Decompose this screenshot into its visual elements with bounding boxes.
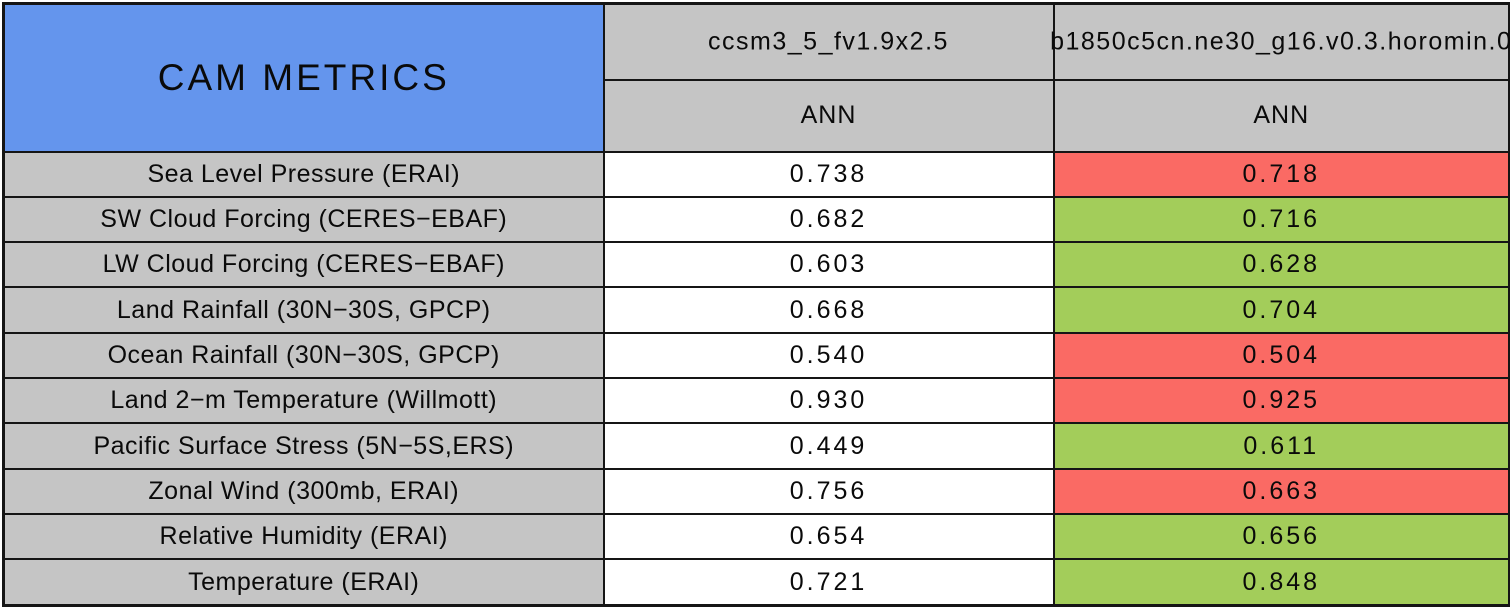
season-header-row: ANN ANN [4, 78, 1510, 153]
metric-value-control: 0.603 [602, 241, 1055, 289]
season-label-test: ANN [1052, 78, 1510, 153]
metric-label: Land 2−m Temperature (Willmott) [2, 377, 605, 425]
metric-label: Relative Humidity (ERAI) [2, 512, 605, 561]
metric-value-test: 0.704 [1052, 286, 1510, 334]
table-row: SW Cloud Forcing (CERES−EBAF) 0.682 0.71… [2, 195, 1510, 244]
metric-value-test: 0.663 [1052, 467, 1510, 516]
metric-value-control: 0.682 [602, 195, 1055, 244]
metric-value-control: 0.930 [602, 377, 1055, 425]
metric-value-test: 0.848 [1052, 558, 1510, 607]
table-row: Ocean Rainfall (30N−30S, GPCP) 0.540 0.5… [2, 331, 1510, 380]
model-column-header-control: ccsm3_5_fv1.9x2.5 [602, 2, 1055, 81]
metric-label: Temperature (ERAI) [2, 558, 605, 607]
table-row: LW Cloud Forcing (CERES−EBAF) 0.603 0.62… [2, 241, 1510, 289]
metric-label: Land Rainfall (30N−30S, GPCP) [2, 286, 605, 334]
table-row: Sea Level Pressure (ERAI) 0.738 0.718 [2, 150, 1510, 198]
metric-value-control: 0.540 [602, 331, 1055, 380]
table-row: Temperature (ERAI) 0.721 0.848 [2, 558, 1510, 607]
metric-value-control: 0.668 [602, 286, 1055, 334]
table-row: Relative Humidity (ERAI) 0.654 0.656 [2, 512, 1510, 561]
metric-label: Pacific Surface Stress (5N−5S,ERS) [2, 422, 605, 470]
metric-value-control: 0.738 [602, 150, 1055, 198]
metric-label: Ocean Rainfall (30N−30S, GPCP) [2, 331, 605, 380]
metric-value-test: 0.611 [1052, 422, 1510, 470]
metric-label: Zonal Wind (300mb, ERAI) [2, 467, 605, 516]
model-name-test: b1850c5cn.ne30_g16.v0.3.horomin.0 [1050, 27, 1510, 56]
metric-value-test: 0.504 [1052, 331, 1510, 380]
metric-value-test: 0.656 [1052, 512, 1510, 561]
metric-value-test: 0.716 [1052, 195, 1510, 244]
metric-value-control: 0.721 [602, 558, 1055, 607]
table-row: Pacific Surface Stress (5N−5S,ERS) 0.449… [2, 422, 1510, 470]
model-column-header-test: b1850c5cn.ne30_g16.v0.3.horomin.0 [1050, 2, 1510, 81]
table-row: Land Rainfall (30N−30S, GPCP) 0.668 0.70… [2, 286, 1510, 334]
metric-value-control: 0.654 [602, 512, 1055, 561]
season-label-control: ANN [602, 78, 1055, 153]
metric-value-control: 0.756 [602, 467, 1055, 516]
table-row: Land 2−m Temperature (Willmott) 0.930 0.… [2, 377, 1510, 425]
metric-label: Sea Level Pressure (ERAI) [2, 150, 605, 198]
metric-value-test: 0.718 [1052, 150, 1510, 198]
metric-value-test: 0.925 [1052, 377, 1510, 425]
table-row: Zonal Wind (300mb, ERAI) 0.756 0.663 [2, 467, 1510, 516]
table-title: CAM METRICS [2, 2, 605, 153]
metric-label: LW Cloud Forcing (CERES−EBAF) [2, 241, 605, 289]
metric-value-control: 0.449 [602, 422, 1055, 470]
model-header-row: CAM METRICS ccsm3_5_fv1.9x2.5 b1850c5cn.… [2, 2, 1510, 153]
model-name-control: ccsm3_5_fv1.9x2.5 [708, 27, 949, 56]
metric-value-test: 0.628 [1052, 241, 1510, 289]
metric-label: SW Cloud Forcing (CERES−EBAF) [2, 195, 605, 244]
